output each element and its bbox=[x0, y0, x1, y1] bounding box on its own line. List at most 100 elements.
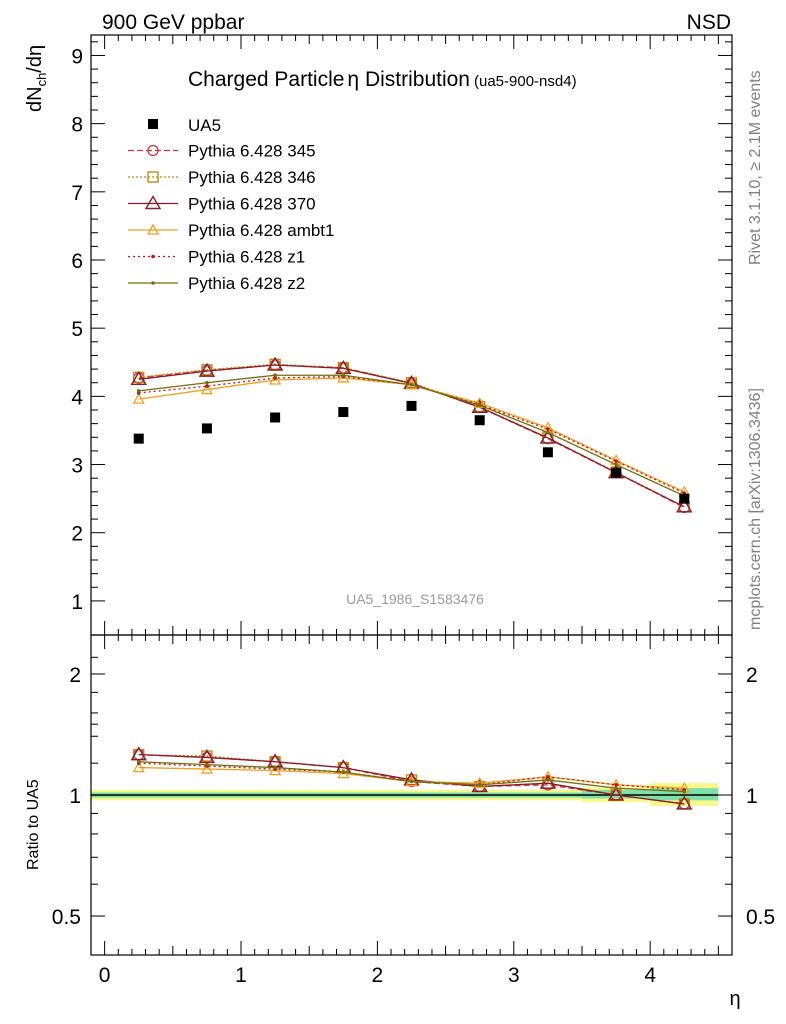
ratio-series-point bbox=[205, 762, 209, 767]
ratio-series-point bbox=[337, 767, 350, 779]
x-tick-label: 0 bbox=[99, 964, 111, 987]
series-point bbox=[337, 371, 350, 383]
series-point bbox=[546, 427, 550, 431]
ratio-series-point bbox=[409, 779, 414, 784]
main-series-layer bbox=[130, 356, 693, 514]
energy-label: 900 GeV ppbar bbox=[102, 11, 244, 34]
legend-marker bbox=[147, 171, 159, 183]
ratio-series-point bbox=[269, 764, 282, 776]
ratio-panel: 0 1 2 3 4 0.5 0.5 1 1 2 2 bbox=[52, 635, 775, 987]
ratio-series-point bbox=[539, 774, 557, 789]
ratio-series-point bbox=[682, 789, 687, 794]
x-tick-label: 2 bbox=[372, 964, 384, 987]
ratio-series-point bbox=[477, 783, 482, 787]
y-tick-label: 7 bbox=[71, 182, 83, 205]
series-point bbox=[614, 462, 618, 467]
ratio-series-point bbox=[132, 761, 145, 773]
ratio-series-point bbox=[546, 774, 550, 779]
chart-title: Charged Particle η Distribution (ua5-900-n… bbox=[188, 68, 577, 91]
series-point bbox=[477, 403, 482, 408]
ratio-series-point bbox=[607, 786, 625, 801]
analysis-watermark: UA5_1986_S1583476 bbox=[346, 591, 484, 607]
series-point bbox=[546, 430, 550, 435]
legend-label: UA5 bbox=[188, 116, 221, 135]
legend-label: Pythia 6.428 z1 bbox=[188, 248, 305, 267]
data-point bbox=[542, 447, 553, 458]
ratio-series-point bbox=[200, 762, 214, 774]
ratio-series-point bbox=[546, 778, 550, 782]
series-point bbox=[266, 356, 284, 371]
ratio-y-tick-label-right: 1 bbox=[746, 785, 758, 808]
y-tick-label: 2 bbox=[71, 523, 83, 546]
ratio-series-point bbox=[614, 783, 618, 787]
legend-marker bbox=[151, 281, 155, 285]
y-tick-label: 1 bbox=[71, 591, 83, 614]
data-point bbox=[611, 467, 622, 478]
data-point bbox=[201, 423, 212, 434]
uncertainty-band-inner bbox=[581, 789, 651, 799]
series-point bbox=[136, 389, 141, 393]
legend-marker bbox=[151, 254, 155, 259]
ratio-series-point bbox=[273, 765, 277, 770]
mcplots-label: mcplots.cern.ch [arXiv:1306.3436] bbox=[747, 388, 764, 630]
ratio-series-point bbox=[198, 749, 216, 764]
series-point bbox=[205, 384, 209, 388]
rivet-label: Rivet 3.1.10, ≥ 2.1M events bbox=[747, 70, 764, 265]
series-point bbox=[269, 373, 282, 385]
y-tick-label: 8 bbox=[71, 114, 83, 137]
x-axis-label: η bbox=[729, 988, 740, 1010]
x-tick-label: 1 bbox=[235, 964, 247, 987]
ratio-y-tick-label: 2 bbox=[69, 664, 81, 687]
series-point bbox=[198, 362, 216, 377]
legend-marker bbox=[144, 195, 162, 210]
y-tick-label: 9 bbox=[71, 45, 83, 68]
series-line bbox=[138, 375, 685, 494]
y-tick-label: 3 bbox=[71, 455, 83, 478]
data-point bbox=[133, 433, 144, 444]
ratio-series-point bbox=[676, 795, 693, 810]
ratio-series-point bbox=[136, 759, 141, 764]
data-point bbox=[406, 400, 417, 411]
data-point bbox=[474, 415, 485, 426]
series-point bbox=[676, 498, 693, 513]
y-axis-label: dNch/dη bbox=[24, 45, 49, 112]
legend-label: Pythia 6.428 ambt1 bbox=[188, 221, 334, 240]
series-point bbox=[130, 370, 147, 386]
series-point bbox=[341, 373, 346, 378]
series-point bbox=[473, 396, 486, 408]
ratio-y-tick-label-right: 0.5 bbox=[746, 906, 775, 929]
legend-label: Pythia 6.428 345 bbox=[188, 142, 316, 161]
series-point bbox=[205, 380, 209, 385]
ratio-y-tick-label: 1 bbox=[69, 785, 81, 808]
series-point bbox=[273, 373, 277, 378]
x-tick-label: 4 bbox=[644, 964, 656, 987]
series-point bbox=[678, 501, 690, 514]
series-point bbox=[539, 429, 557, 444]
legend-label: Pythia 6.428 370 bbox=[188, 195, 316, 214]
data-point bbox=[338, 407, 349, 418]
legend-label: Pythia 6.428 346 bbox=[188, 168, 316, 187]
ratio-series-point bbox=[341, 770, 346, 774]
legend-marker bbox=[147, 144, 159, 157]
ratio-frame bbox=[90, 634, 733, 956]
series-line bbox=[138, 374, 685, 497]
ratio-series-point bbox=[473, 776, 486, 788]
series-point bbox=[200, 383, 214, 395]
main-panel: 1 2 3 4 5 6 7 8 9 bbox=[71, 35, 732, 635]
ratio-y-tick-label: 0.5 bbox=[52, 906, 81, 929]
data-point bbox=[270, 412, 281, 423]
y-tick-label: 4 bbox=[71, 386, 83, 409]
ratio-series-point bbox=[614, 786, 618, 790]
ratio-y-label: Ratio to UA5 bbox=[25, 779, 42, 870]
series-point bbox=[614, 459, 618, 463]
ratio-series-point bbox=[130, 746, 147, 761]
legend-label: Pythia 6.428 z2 bbox=[188, 274, 305, 293]
series-point bbox=[273, 376, 277, 380]
series-line bbox=[138, 377, 685, 493]
series-point bbox=[409, 382, 414, 387]
legend-marker bbox=[146, 223, 160, 235]
x-tick-label: 3 bbox=[508, 964, 520, 987]
y-tick-label: 5 bbox=[71, 318, 83, 341]
ratio-y-tick-label-right: 2 bbox=[746, 664, 758, 687]
